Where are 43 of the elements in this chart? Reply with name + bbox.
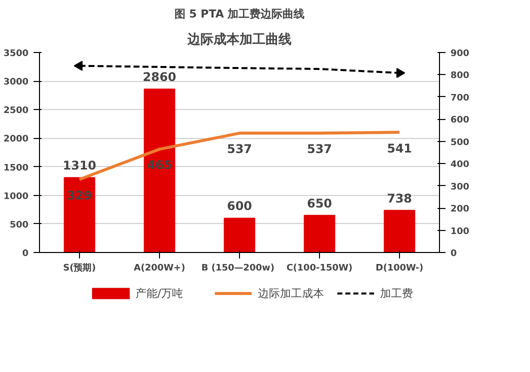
y2-tick-label: 600	[450, 116, 470, 126]
legend-label: 边际加工成本	[258, 287, 324, 300]
data-label: 650	[306, 196, 332, 210]
y-tick-label: 3500	[3, 49, 29, 59]
bar	[64, 177, 96, 252]
data-label: 465	[146, 158, 172, 172]
y2-tick-label: 300	[450, 182, 470, 192]
data-label: 1310	[62, 158, 96, 173]
bar	[384, 210, 416, 252]
y-tick-label: 3000	[3, 78, 29, 88]
y-tick-label: 0	[22, 249, 29, 259]
x-tick-label: C(100-150W)	[286, 264, 353, 274]
bar	[144, 88, 176, 252]
y-tick-label: 500	[10, 220, 29, 230]
y2-tick-label: 800	[450, 71, 470, 82]
y2-tick-label: 700	[450, 93, 470, 104]
y-tick-label: 2000	[3, 134, 29, 145]
data-label: 537	[306, 142, 332, 156]
y2-tick-label: 400	[450, 160, 470, 170]
y-tick-label: 1000	[3, 192, 29, 202]
y-tick-label: 2500	[3, 106, 29, 116]
bar	[224, 218, 256, 252]
data-label: 600	[226, 199, 252, 214]
data-label: 738	[386, 191, 412, 206]
chart-title: 图 5 PTA 加工费边际曲线	[174, 8, 305, 20]
bar	[304, 214, 336, 252]
data-label: 2860	[142, 70, 176, 84]
y2-tick-label: 100	[450, 226, 470, 237]
data-label: 537	[226, 142, 252, 156]
legend-label: 加工费	[380, 287, 414, 300]
data-label: 329	[66, 188, 92, 202]
y-tick-label: 1500	[3, 163, 29, 174]
y2-tick-label: 0	[450, 249, 457, 259]
y2-tick-label: 900	[450, 49, 470, 59]
legend-label: 产能/万吨	[135, 287, 184, 300]
x-tick-label: S(预期)	[63, 262, 96, 274]
data-label: 541	[386, 141, 412, 156]
x-tick-label: A(200W+)	[134, 264, 186, 274]
y2-tick-label: 500	[450, 138, 470, 148]
chart-subtitle: 边际成本加工曲线	[186, 32, 292, 48]
y2-tick-label: 200	[450, 204, 470, 215]
x-tick-label: D(100W-)	[376, 264, 424, 274]
x-tick-label: B (150—200w)	[201, 264, 274, 274]
